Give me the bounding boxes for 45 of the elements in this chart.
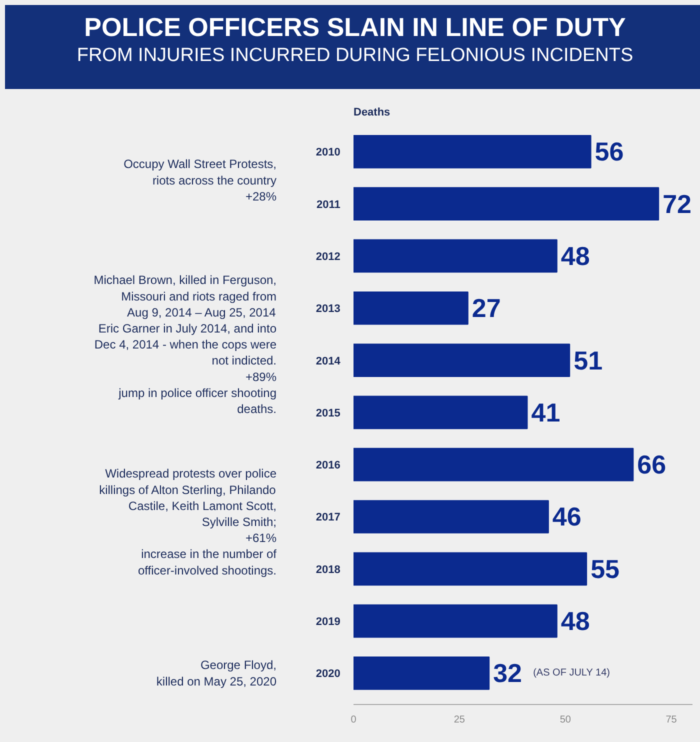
x-tick-label: 0 xyxy=(350,714,357,726)
text: Michael Brown, killed in Ferguson, Missouri and riots raged from Aug 9, 2014 – Aug 25, 2014 Eric Garner in July 2014, and into Dec 4, 2014 - when the cops were not indicted. +89% jump in police officer shooting deaths. xyxy=(94,273,277,416)
bar xyxy=(354,656,490,690)
bar xyxy=(354,396,528,430)
annotation: (AS OF JULY 14) xyxy=(533,668,610,679)
y-tick-label: 2012 xyxy=(316,250,340,263)
x-tick-label: 50 xyxy=(560,714,572,726)
x-tick-label: 75 xyxy=(666,714,678,726)
text: Widespread protests over police killings of Alton Sterling, Philando Castile, Keith Lamont Scott, Sylville Smith; +61% increase in the number of officer-involved shootings. xyxy=(99,466,278,578)
data-label: 27 xyxy=(472,293,501,324)
x-axis-title: Deaths xyxy=(354,106,390,119)
y-tick-label: 2014 xyxy=(316,355,342,368)
data-label: 56 xyxy=(594,136,624,167)
y-tick-label: 2020 xyxy=(316,668,340,680)
y-tick-label: 2019 xyxy=(316,616,340,628)
y-tick-label: 2011 xyxy=(316,198,340,211)
chart-subtitle: FROM INJURIES INCURRED DURING FELONIOUS INCIDENTS xyxy=(76,44,634,68)
y-tick-label: 2018 xyxy=(316,564,340,576)
bar xyxy=(354,187,660,220)
data-label: 51 xyxy=(574,345,603,376)
data-label: 46 xyxy=(552,502,582,532)
bar xyxy=(354,344,570,377)
data-label: 72 xyxy=(662,188,692,219)
bar xyxy=(354,448,634,482)
y-tick-label: 2016 xyxy=(316,460,340,472)
y-tick-label: 2015 xyxy=(316,407,340,420)
text: Occupy Wall Street Protests, riots across the country +28% xyxy=(124,157,277,204)
bar xyxy=(354,604,558,638)
bar xyxy=(354,134,592,168)
bar xyxy=(354,500,549,534)
chart-title: POLICE OFFICERS SLAIN IN LINE OF DUTY xyxy=(83,11,627,43)
bar xyxy=(354,239,558,273)
y-tick-label: 2010 xyxy=(316,146,340,159)
text: George Floyd, killed on May 25, 2020 xyxy=(156,658,277,688)
y-tick-label: 2017 xyxy=(316,512,340,524)
data-label: 48 xyxy=(560,240,590,271)
data-label: 41 xyxy=(531,397,560,428)
data-label: 55 xyxy=(590,554,620,584)
x-tick-label: 25 xyxy=(454,714,466,726)
data-label: 32 xyxy=(493,658,522,688)
data-label: 66 xyxy=(637,450,666,480)
bar xyxy=(354,552,588,586)
data-label: 48 xyxy=(560,606,590,636)
bar xyxy=(354,291,468,325)
y-tick-label: 2013 xyxy=(316,303,340,316)
